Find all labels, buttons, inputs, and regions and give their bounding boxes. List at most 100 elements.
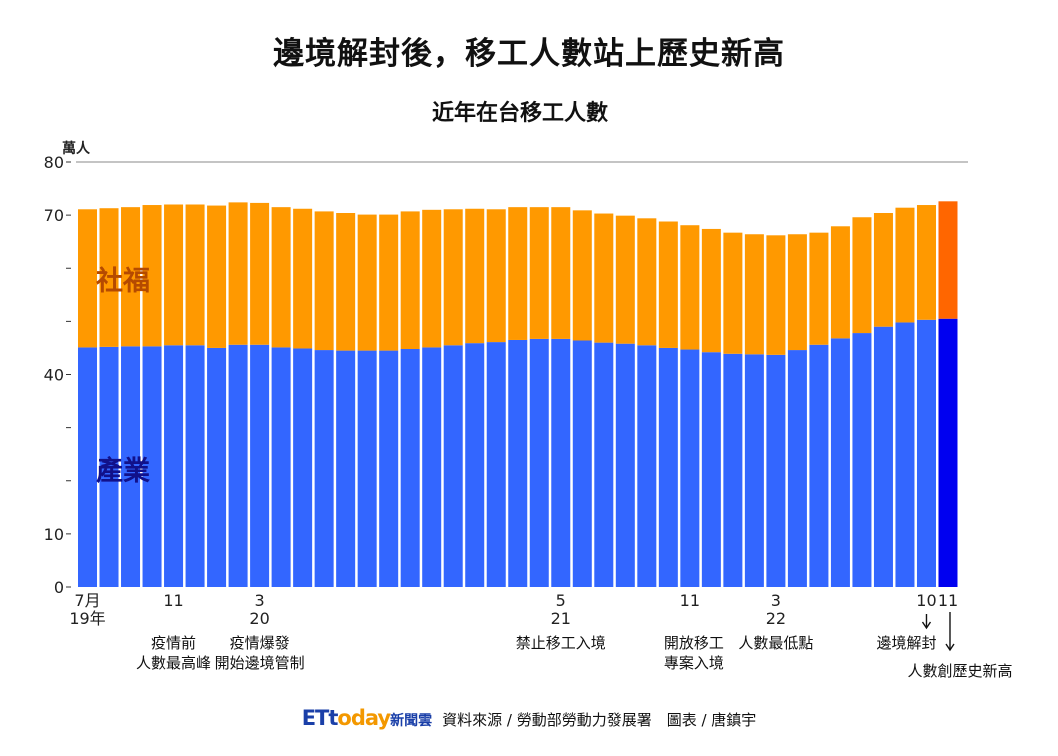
x-tick-label: 11 [938,591,958,610]
bar-產業 [852,333,872,587]
bar-產業 [809,344,829,587]
ettoday-logo: ETtoday [301,706,391,730]
bar-產業 [895,322,915,587]
x-tick-label: 5 [556,591,566,610]
series-label-industry: 產業 [96,455,150,487]
bar-產業 [314,350,334,587]
bar-社福 [916,205,936,320]
bar-產業 [465,343,485,587]
x-tick-label: 11 [163,591,183,610]
bar-產業 [271,347,291,587]
x-tick-label: 3 [771,591,781,610]
bar-產業 [508,339,528,587]
bar-社福 [787,234,807,351]
bar-產業 [99,346,119,587]
bar-社福 [895,207,915,323]
bar-社福 [508,207,528,340]
y-unit-label: 萬人 [62,140,91,157]
x-tick-label: 22 [766,609,786,628]
bar-社福 [121,207,141,347]
bar-產業 [615,343,635,587]
x-tick-label: 3 [255,591,265,610]
bar-產業 [400,349,420,587]
bar-社福 [873,213,893,327]
bar-產業 [142,346,162,587]
bar-產業 [637,345,657,587]
source-credit: 資料來源 / 勞動部勞動力發展署 圖表 / 唐鎮宇 [442,711,757,729]
bar-社福 [99,208,119,347]
bar-社福 [400,211,420,349]
bar-產業 [916,319,936,587]
bar-產業 [529,338,549,587]
bar-產業 [164,345,184,587]
bar-社福 [852,217,872,334]
bar-社福 [486,209,506,343]
bar-社福 [529,207,549,339]
bar-社福 [938,201,958,319]
bar-社福 [293,208,313,349]
x-tick-label: 20 [249,609,269,628]
y-tick-label: 10 [44,525,64,544]
bar-產業 [701,352,721,587]
chart-subtitle: 近年在台移工人數 [431,101,608,126]
annotation-label: 人數最低點 [738,634,813,652]
annotation-label: 開始邊境管制 [215,654,305,672]
annotation-label: 人數創歷史新高 [907,662,1012,680]
bar-社福 [228,202,248,345]
bar-社福 [271,207,291,348]
annotation-label: 專案入境 [664,654,724,672]
bar-產業 [830,338,850,587]
bar-產業 [121,346,141,587]
bar-社福 [185,204,205,346]
bar-產業 [723,353,743,587]
bar-社福 [744,234,764,355]
bar-社福 [615,215,635,344]
bar-產業 [443,345,463,587]
y-tick-label: 80 [44,153,64,172]
x-tick-label: 21 [551,609,571,628]
bar-產業 [250,344,270,587]
x-tick-label: 11 [680,591,700,610]
annotation-label: 邊境解封 [876,634,936,652]
bar-社福 [658,221,678,348]
bar-社福 [379,214,399,351]
bar-社福 [314,211,334,351]
bar-社福 [723,232,743,354]
bar-產業 [787,350,807,587]
annotation-label: 開放移工 [664,634,724,652]
bar-產業 [422,347,442,587]
bar-社福 [766,235,786,355]
bar-產業 [336,350,356,587]
annotation-label: 疫情前 [151,634,196,652]
bar-社福 [422,209,442,348]
bar-產業 [551,338,571,587]
annotation-label: 人數最高峰 [136,654,211,672]
bar-社福 [572,210,592,341]
series-label-social-welfare: 社福 [96,265,150,297]
footer: ETtoday新聞雲 資料來源 / 勞動部勞動力發展署 圖表 / 唐鎮宇 [0,706,1058,730]
bar-社福 [809,232,829,345]
bar-產業 [766,354,786,587]
annotation-label: 禁止移工入境 [516,634,606,652]
bar-社福 [465,208,485,344]
annotation-label: 疫情爆發 [230,634,290,652]
arrow-head [945,643,955,652]
bar-產業 [379,350,399,587]
x-tick-label: 19年 [69,609,105,628]
bar-社福 [336,213,356,351]
bar-產業 [572,340,592,587]
x-tick-label: 7月 [74,591,100,610]
bar-產業 [594,342,614,587]
arrow-head [921,621,932,630]
bar-產業 [185,345,205,587]
bar-社福 [680,225,700,350]
bar-產業 [207,347,227,587]
y-tick-label: 0 [54,578,64,597]
bar-產業 [680,349,700,587]
bar-產業 [78,347,98,587]
bar-社福 [142,205,162,347]
bar-社福 [78,209,98,348]
bar-產業 [293,348,313,587]
bar-社福 [357,214,377,351]
